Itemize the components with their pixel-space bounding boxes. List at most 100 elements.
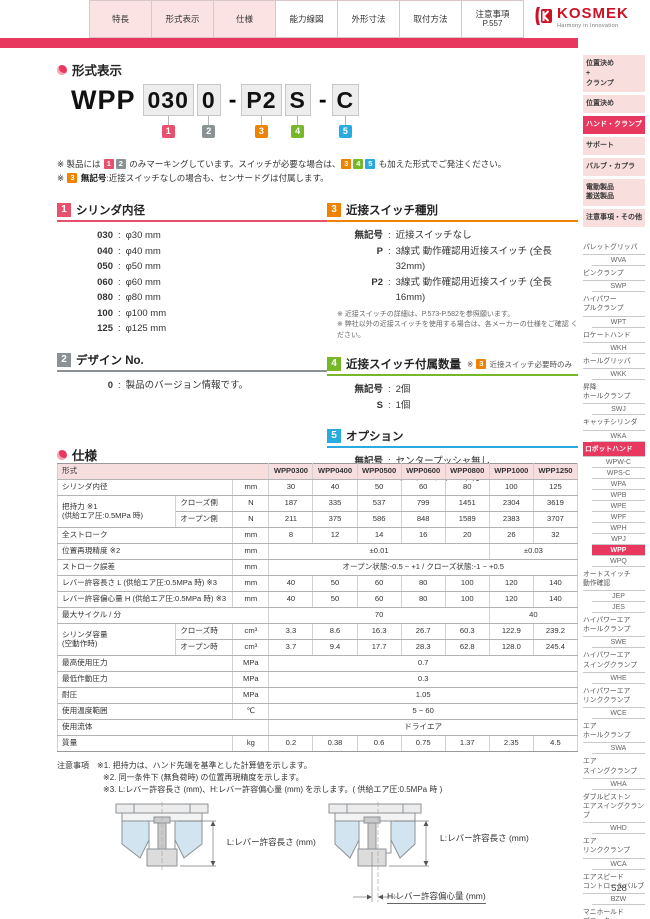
table-cell: cm³ (232, 623, 270, 640)
sidebar-model-JES[interactable]: JES (592, 602, 645, 614)
table-cell: 120 (488, 575, 534, 592)
sidebar-category-位置決め[interactable]: 位置決め (583, 95, 645, 114)
sidebar-category-サポート[interactable]: サポート (583, 136, 645, 155)
option-colon: : (118, 276, 121, 288)
table-cell: ±0.03 (488, 543, 579, 560)
option-desc: 3線式 動作確認用近接スイッチ (全長32mm) (395, 245, 552, 273)
sidebar-model-WVA[interactable]: WVA (592, 255, 645, 267)
sidebar-model-WCA[interactable]: WCA (592, 859, 645, 870)
sidebar-model-WKH[interactable]: WKH (592, 343, 645, 354)
sidebar-model-WPT[interactable]: WPT (592, 317, 645, 328)
sidebar-model-WPJ[interactable]: WPJ (592, 534, 645, 545)
sidebar-model-WHD[interactable]: WHD (592, 823, 645, 835)
sidebar-category-電動製品[interactable]: 電動製品 搬送製品 (583, 178, 645, 207)
option-colon: : (388, 245, 391, 257)
tab-仕様[interactable]: 仕様 (213, 0, 276, 38)
sidebar-model-WKA[interactable]: WKA (592, 431, 645, 442)
sidebar-item-ハイパワーエア[interactable]: ハイパワーエア リンククランプ (583, 684, 645, 709)
sidebar-model-WPQ[interactable]: WPQ (592, 556, 645, 567)
sidebar-model-WKK[interactable]: WKK (592, 369, 645, 380)
sidebar-model-SWJ[interactable]: SWJ (592, 404, 645, 416)
table-row: 形式 WPP0300 WPP0400 WPP0500 WPP0600 WPP0800 WPP… (56, 463, 579, 480)
table-cell: 60 (356, 591, 402, 608)
tab-注意事項[interactable]: 注意事項 P.557 (461, 0, 524, 38)
sidebar-category-注意事項・その他[interactable]: 注意事項・その他 (583, 209, 645, 227)
sidebar-model-BZW[interactable]: BZW (592, 894, 645, 905)
sidebar-item-ハイパワー[interactable]: ハイパワー プルクランプ (583, 292, 645, 317)
sidebar-model-WPH[interactable]: WPH (592, 523, 645, 534)
tab-特長[interactable]: 特長 (89, 0, 152, 38)
sidebar-item-ダブルピストン[interactable]: ダブルピストン エアスイングクランプ (583, 790, 645, 824)
table-cell: 60.3 (444, 623, 490, 640)
page-number: 528 (611, 883, 627, 894)
sidebar-model-WCE[interactable]: WCE (592, 708, 645, 720)
tab-取付方法[interactable]: 取付方法 (399, 0, 462, 38)
sidebar-item-ハイパワーエア[interactable]: ハイパワーエア ホールクランプ (583, 613, 645, 638)
option-code: 060 (97, 276, 113, 288)
sidebar-item-エア[interactable]: エア リンククランプ (583, 834, 645, 859)
table-cell: 0.2 (268, 735, 314, 752)
sidebar-model-WPB[interactable]: WPB (592, 490, 645, 501)
lever-offset-label: H:レバー許容偏心量 (mm) (387, 890, 486, 904)
sidebar-model-WPF[interactable]: WPF (592, 512, 645, 523)
sidebar-item-昇降[interactable]: 昇降 ホールクランプ (583, 380, 645, 405)
sidebar-item-パレットグリッパ[interactable]: パレットグリッパ (583, 240, 645, 256)
sidebar-model-WHA[interactable]: WHA (592, 779, 645, 790)
table-cell: 8.6 (312, 623, 358, 640)
sidebar-model-WPW-C[interactable]: WPW-C (592, 457, 645, 468)
sidebar-item-ハイパワーエア[interactable]: ハイパワーエア スイングクランプ (583, 648, 645, 673)
table-cell: 799 (400, 495, 446, 512)
table-cell: WPP0500 (356, 463, 402, 480)
table-cell: 9.4 (312, 639, 358, 656)
sidebar-category-ハンド・クランプ[interactable]: ハンド・クランプ (583, 116, 645, 134)
sidebar-model-WPE[interactable]: WPE (592, 501, 645, 512)
option-row: 無記号: 近接スイッチなし (327, 228, 578, 244)
section-number-badge: 1 (57, 203, 71, 217)
sidebar-item-オートスイッチ[interactable]: オートスイッチ 動作確認 (583, 567, 645, 592)
table-row: レバー許容偏心量 H (供給エア圧:0.5MPa 時) ※3 mm 40 50 60 80… (56, 591, 579, 608)
tab-外形寸法[interactable]: 外形寸法 (337, 0, 400, 38)
sidebar-model-SWP[interactable]: SWP (592, 281, 645, 293)
table-cell: WPP1000 (488, 463, 534, 480)
sidebar-item-エア[interactable]: エア ホールクランプ (583, 719, 645, 744)
model-number-row: WPP 030 1 0 2- P2 3 S 4- C 5 (71, 84, 362, 138)
tab-能力線図[interactable]: 能力線図 (275, 0, 338, 38)
option-desc: センタープッシャ無し (395, 456, 491, 467)
connector-line (260, 116, 262, 125)
table-cell: 100 (444, 591, 490, 608)
option-code: 125 (97, 323, 113, 334)
sidebar-model-WHE[interactable]: WHE (592, 673, 645, 684)
sidebar-category-バルブ・カプラ[interactable]: バルブ・カプラ (583, 157, 645, 176)
tab-形式表示[interactable]: 形式表示 (151, 0, 214, 38)
sidebar-item-マニホールド[interactable]: マニホールドブロック (583, 905, 645, 919)
model-code-box: C (331, 84, 360, 116)
section-title: 近接スイッチ付属数量 (346, 359, 461, 371)
table-cell: 全ストローク (56, 527, 234, 544)
option-desc: φ100 mm (125, 307, 167, 319)
option-colon: : (118, 307, 121, 319)
sidebar-item-キャッチシリンダ[interactable]: キャッチシリンダ (583, 415, 645, 431)
table-cell: 16 (400, 527, 446, 544)
section-3: 3 近接スイッチ種別 無記号: 近接スイッチなし P:3線式 動作確認用近接スイッチ (… (327, 202, 578, 341)
table-cell: 26 (488, 527, 534, 544)
sidebar-model-WPS-C[interactable]: WPS-C (592, 468, 645, 479)
sidebar-category-位置決め[interactable]: 位置決め + クランプ (583, 55, 645, 93)
sidebar-item-ロケートハンド[interactable]: ロケートハンド (583, 328, 645, 343)
option-code: P2 (371, 276, 383, 288)
option-row: 050: φ50 mm (57, 259, 327, 275)
table-cell: MPa (232, 671, 270, 688)
sidebar-item-エアスピード[interactable]: エアスピード コントロールバルブ (583, 870, 645, 894)
sidebar-model-WPA[interactable]: WPA (592, 479, 645, 490)
sidebar-model-SWA[interactable]: SWA (592, 743, 645, 755)
sidebar-model-WPP[interactable]: WPP (592, 544, 645, 556)
sidebar-item-ロボットハンド[interactable]: ロボットハンド (583, 441, 645, 457)
sidebar-item-ピンクランプ[interactable]: ピンクランプ (583, 266, 645, 282)
option-colon: : (118, 292, 121, 303)
sidebar-model-SWE[interactable]: SWE (592, 637, 645, 649)
sidebar-item-ホールグリッパ[interactable]: ホールグリッパ (583, 354, 645, 369)
option-colon: : (388, 276, 391, 288)
sidebar-model-JEP[interactable]: JEP (592, 591, 645, 603)
sidebar-item-エア[interactable]: エア スイングクランプ (583, 754, 645, 779)
table-cell: 128.0 (488, 639, 534, 656)
